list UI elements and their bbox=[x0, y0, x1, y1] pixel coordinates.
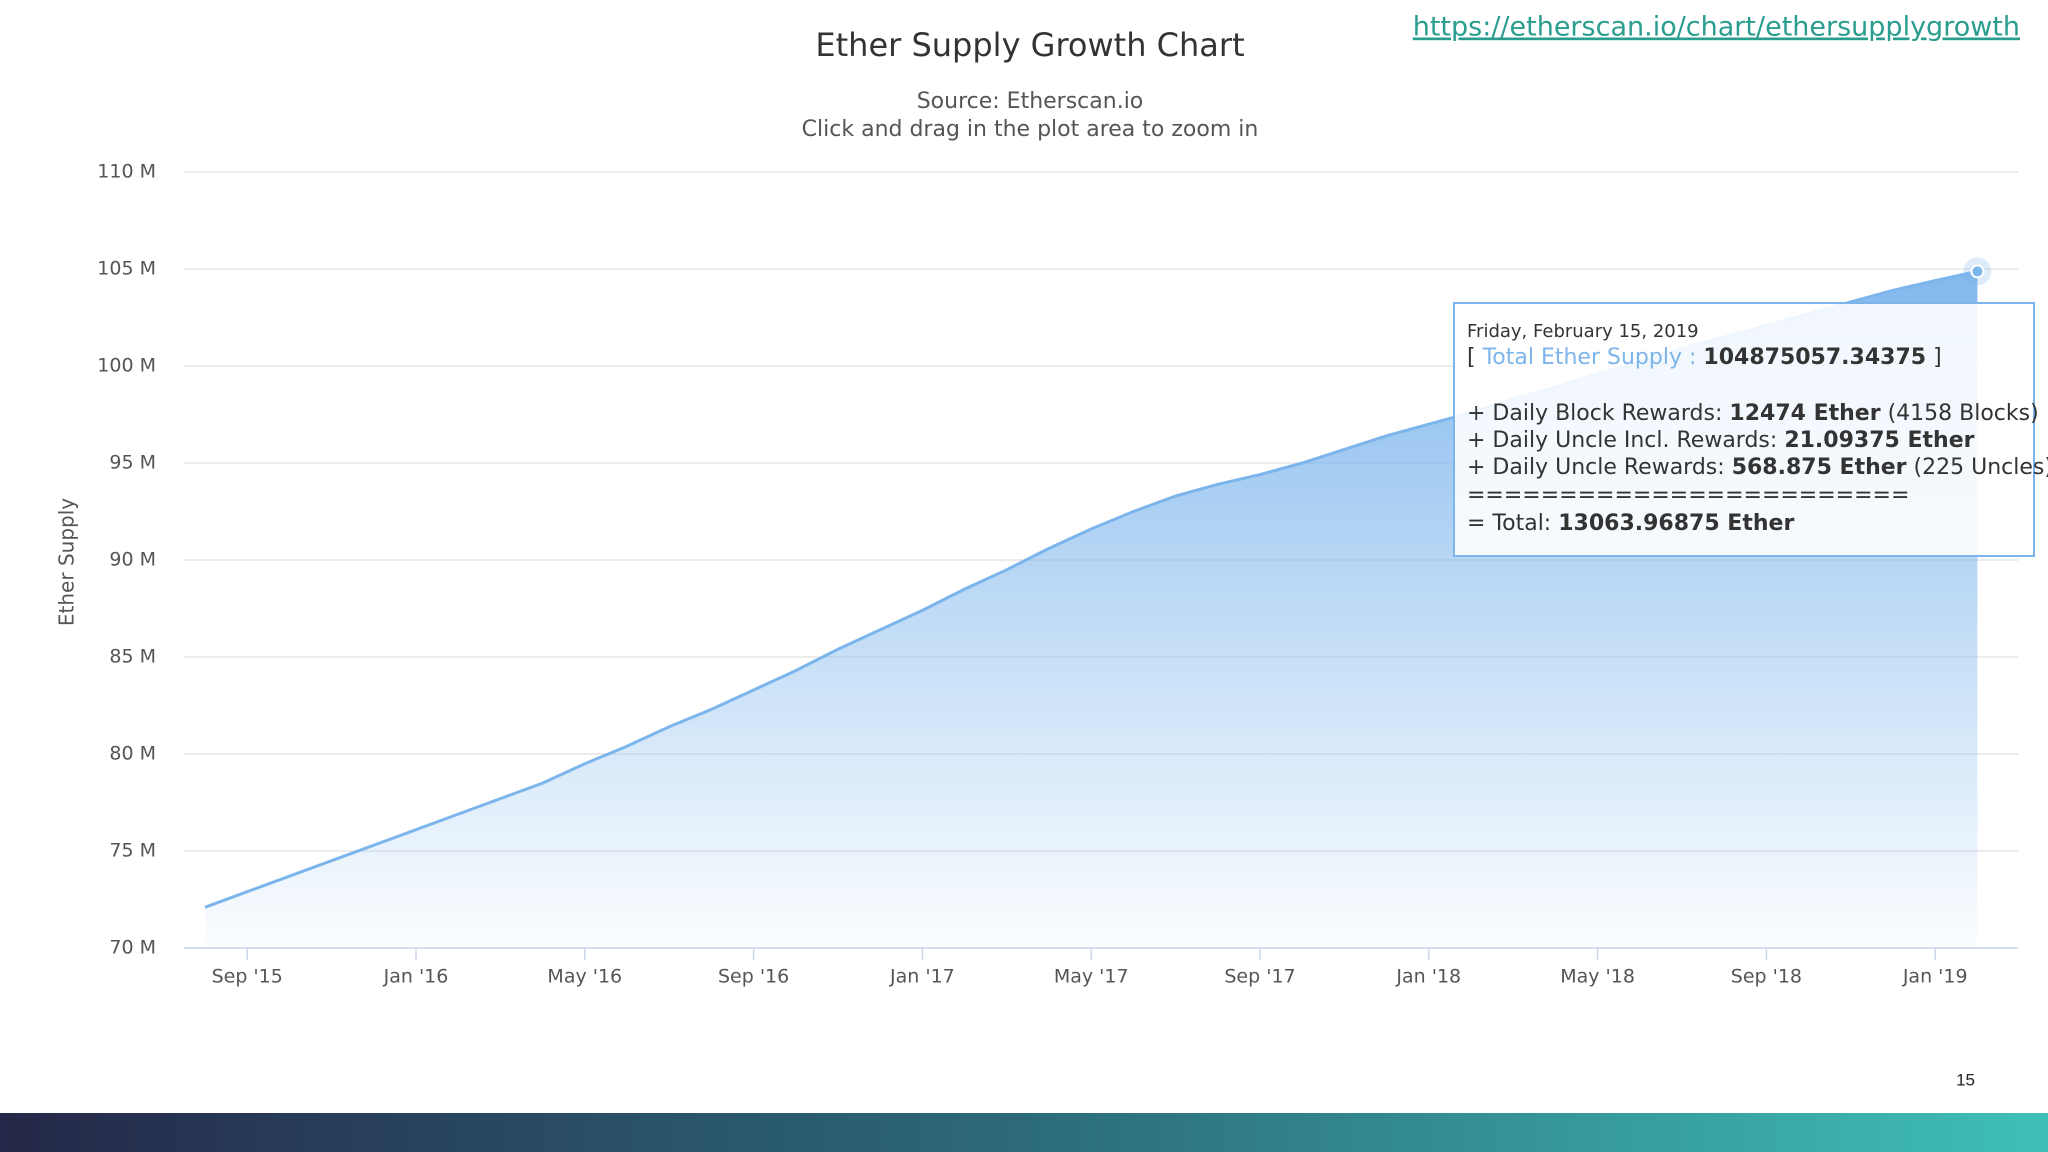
series-name: Total Ether Supply bbox=[1482, 345, 1682, 370]
tooltip-box bbox=[1453, 302, 2035, 557]
x-tick-label: Jan '16 bbox=[383, 966, 449, 988]
line-value: 568.875 Ether bbox=[1732, 455, 1907, 480]
x-tick-label: Sep '17 bbox=[1224, 966, 1295, 988]
x-tick-label: Jan '19 bbox=[1902, 966, 1968, 988]
y-tick-label: 100 M bbox=[97, 355, 156, 377]
y-tick-label: 70 M bbox=[109, 937, 156, 959]
line-note: (225 Uncles) bbox=[1914, 455, 2048, 480]
x-tick-label: Jan '17 bbox=[889, 966, 955, 988]
tooltip-value: 104875057.34375 bbox=[1703, 345, 1926, 370]
line-value: 12474 Ether bbox=[1729, 401, 1880, 426]
axes: 70 M 75 M 80 M 85 M 90 M 95 M 100 M 105 M 110 M S… bbox=[97, 161, 2018, 988]
tooltip-line: + Daily Uncle Rewards: 568.875 Ether (22… bbox=[1467, 455, 2048, 480]
x-tick-label: Sep '18 bbox=[1731, 966, 1802, 988]
line-label: + Daily Block Rewards: bbox=[1467, 401, 1722, 426]
source-link[interactable]: https://etherscan.io/chart/ethersupplygr… bbox=[1413, 12, 2020, 43]
chart-title: Ether Supply Growth Chart bbox=[815, 26, 1244, 64]
y-tick-label: 75 M bbox=[109, 840, 156, 862]
x-tick-label: Sep '15 bbox=[212, 966, 283, 988]
x-tick-label: May '17 bbox=[1054, 966, 1129, 988]
tooltip-line: ======================== bbox=[1467, 483, 1909, 508]
tooltip-line: + Daily Block Rewards: 12474 Ether (4158… bbox=[1467, 401, 2039, 426]
chart-subtitle: Source: Etherscan.io bbox=[917, 89, 1144, 114]
tooltip-line: = Total: 13063.96875 Ether bbox=[1467, 511, 1794, 536]
tooltip-header: [ Total Ether Supply : 104875057.34375 ] bbox=[1467, 345, 1942, 370]
x-tick-label: May '16 bbox=[547, 966, 622, 988]
line-label: + Daily Uncle Rewards: bbox=[1467, 455, 1725, 480]
x-tick-label: Sep '16 bbox=[718, 966, 789, 988]
hover-marker bbox=[1970, 264, 1985, 279]
y-tick-label: 105 M bbox=[97, 258, 156, 280]
page-number: 15 bbox=[1956, 1070, 1975, 1089]
x-tick-label: Jan '18 bbox=[1395, 966, 1461, 988]
tooltip-line: + Daily Uncle Incl. Rewards: 21.09375 Et… bbox=[1467, 428, 1975, 453]
line-label: = Total: bbox=[1467, 511, 1551, 536]
bracket: ] bbox=[1933, 345, 1942, 370]
y-tick-label: 85 M bbox=[109, 646, 156, 668]
x-tick-label: May '18 bbox=[1560, 966, 1635, 988]
y-tick-label: 110 M bbox=[97, 161, 156, 183]
tooltip-date: Friday, February 15, 2019 bbox=[1467, 321, 1699, 342]
line-value: 21.09375 Ether bbox=[1784, 428, 1974, 453]
bracket: [ bbox=[1467, 345, 1476, 370]
tooltip: Friday, February 15, 2019 [ Total Ether … bbox=[1453, 302, 2048, 557]
y-axis-label: Ether Supply bbox=[55, 498, 79, 626]
chart-subtitle: Click and drag in the plot area to zoom … bbox=[802, 117, 1259, 142]
line-label: + Daily Uncle Incl. Rewards: bbox=[1467, 428, 1777, 453]
separator: : bbox=[1689, 345, 1696, 370]
y-tick-label: 90 M bbox=[109, 549, 156, 571]
footer-band bbox=[0, 1113, 2048, 1152]
line-value: 13063.96875 Ether bbox=[1558, 511, 1794, 536]
y-tick-label: 80 M bbox=[109, 743, 156, 765]
y-tick-label: 95 M bbox=[109, 452, 156, 474]
line-note: (4158 Blocks) bbox=[1888, 401, 2039, 426]
